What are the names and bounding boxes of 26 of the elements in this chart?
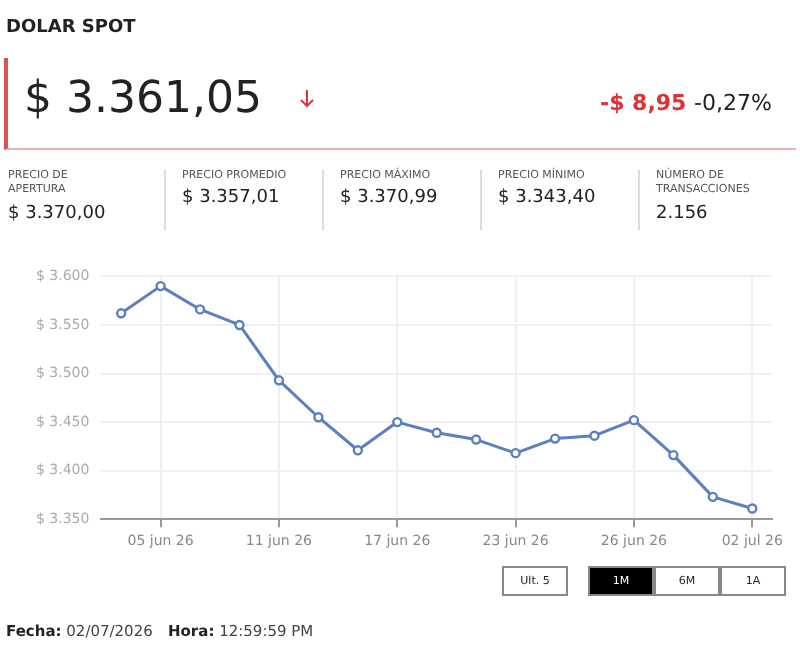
- point: [234, 319, 245, 331]
- point: [313, 412, 324, 423]
- text: $ 3.370,00: [8, 204, 106, 224]
- point: [470, 434, 482, 445]
- text: -$ 8,95: [600, 90, 687, 116]
- text: $ 3.357,01: [182, 188, 280, 208]
- point: [668, 449, 679, 461]
- point: [747, 503, 758, 514]
- point: [352, 445, 364, 456]
- chart-title: DOLAR SPOT: [6, 18, 136, 38]
- point: [549, 433, 561, 444]
- point: [155, 280, 166, 292]
- point: [707, 491, 719, 503]
- point: [431, 427, 442, 438]
- point: [392, 416, 403, 428]
- point: [589, 430, 600, 441]
- point: [628, 414, 640, 426]
- text: $ 3.361,05: [24, 74, 262, 124]
- point: [115, 308, 127, 319]
- text: -0,27%: [694, 90, 772, 116]
- point: [194, 304, 206, 315]
- text: 2.156: [656, 204, 708, 224]
- text: $ 3.370,99: [340, 188, 438, 208]
- text: $ 3.343,40: [498, 188, 596, 208]
- point: [273, 375, 285, 386]
- point: [510, 447, 521, 459]
